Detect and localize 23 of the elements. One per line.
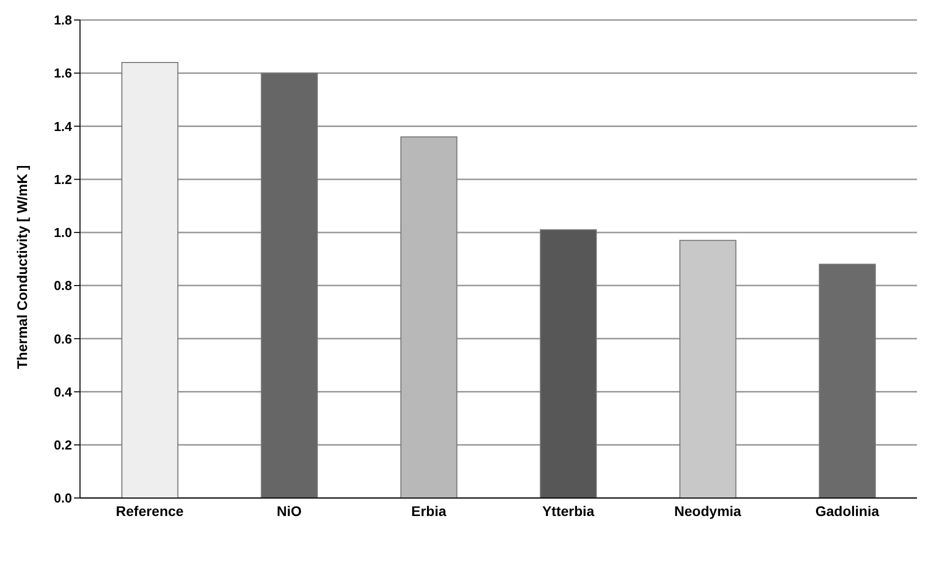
x-tick-label: Neodymia <box>674 502 742 519</box>
x-tick-label: NiO <box>276 502 302 519</box>
y-tick-label: 0.8 <box>54 278 72 294</box>
x-tick-label: Gadolinia <box>815 502 880 519</box>
bar <box>121 62 178 498</box>
bar <box>540 229 597 498</box>
bar <box>679 240 736 498</box>
x-tick-label: Erbia <box>411 502 446 519</box>
y-tick-label: 1.2 <box>54 172 72 187</box>
y-tick-label: 0.4 <box>54 384 73 400</box>
bar <box>260 72 318 498</box>
y-tick-label: 1.0 <box>54 225 72 240</box>
y-tick-label: 0.0 <box>54 490 72 506</box>
x-tick-label: Reference <box>116 502 184 519</box>
y-tick-label: 1.4 <box>54 118 73 134</box>
y-tick-label: 1.8 <box>54 12 72 28</box>
bar <box>818 264 876 498</box>
y-tick-label: 1.6 <box>54 66 72 81</box>
y-tick-label: 0.2 <box>54 438 72 453</box>
y-tick-label: 0.6 <box>54 331 72 346</box>
y-axis-title: Thermal Conductivity [ W/mK ] <box>14 165 30 369</box>
x-tick-label: Ytterbia <box>542 502 595 519</box>
bar <box>400 136 458 498</box>
